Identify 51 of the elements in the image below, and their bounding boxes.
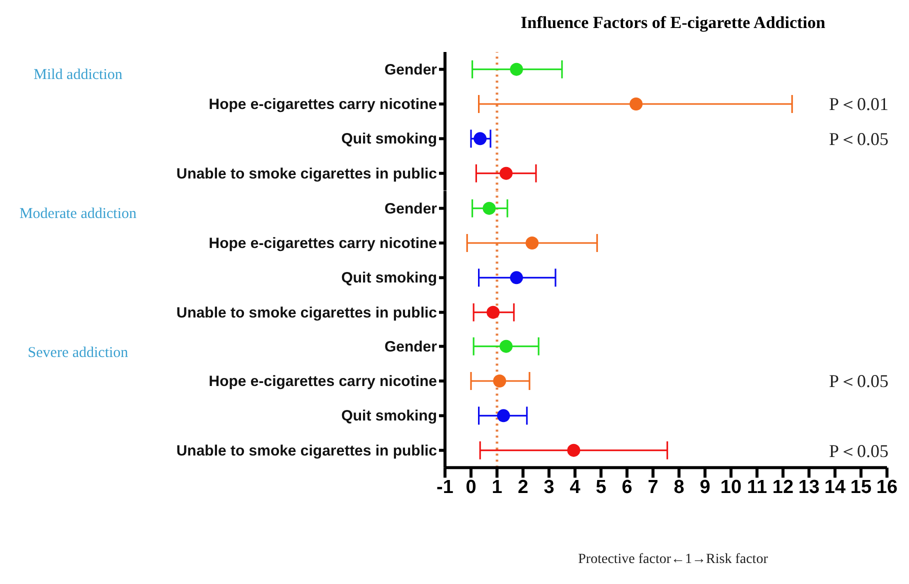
point [500, 340, 513, 354]
y-tick-label: Quit smoking [341, 269, 437, 286]
x-tick-label: 13 [798, 478, 820, 499]
chart-title: Influence Factors of E-cigarette Addiction [520, 12, 826, 34]
point [510, 62, 523, 76]
y-tick-label: Hope e-cigarettes carry nicotine [208, 96, 437, 113]
point [630, 98, 643, 110]
point [493, 374, 506, 388]
y-tick-label: Quit smoking [341, 130, 437, 148]
x-tick-label: 9 [700, 478, 710, 499]
annotation: P＜0.05 [829, 128, 889, 151]
y-axis-title: Mild addiction [32, 67, 124, 84]
y-tick-label: Hope e-cigarettes carry nicotine [208, 234, 437, 252]
x-tick-label: 7 [648, 478, 658, 499]
x-tick-label: 2 [518, 478, 528, 499]
x-tick-label: 4 [570, 478, 581, 499]
y-axis-title: Moderate addiction [18, 206, 138, 223]
x-tick-label: 10 [720, 478, 742, 499]
annotation: P＜0.05 [829, 440, 889, 463]
x-tick-label: 0 [466, 478, 476, 499]
x-tick-label: 1 [492, 478, 503, 499]
x-tick-label: 11 [746, 478, 768, 499]
point [510, 270, 523, 284]
y-axis-title: Severe addiction [26, 344, 130, 362]
y-tick-label: Gender [384, 61, 438, 78]
x-tick-label: 5 [596, 478, 607, 499]
y-tick-label: Unable to smoke cigarettes in public [176, 165, 437, 182]
point [474, 132, 487, 146]
point [497, 410, 510, 423]
x-tick-label: 3 [544, 478, 554, 499]
point [486, 306, 500, 319]
annotation: P＜0.01 [829, 93, 889, 116]
y-tick-label: Gender [384, 338, 438, 356]
x-tick-label: 8 [674, 478, 684, 499]
x-tick-label: 16 [876, 478, 898, 499]
x-tick-label: 15 [850, 478, 872, 499]
point [526, 236, 539, 250]
point [500, 166, 513, 180]
y-tick-label: Quit smoking [341, 408, 437, 426]
point [482, 202, 496, 215]
annotation: P＜0.05 [829, 370, 889, 394]
y-tick-label: Hope e-cigarettes carry nicotine [208, 373, 437, 390]
y-tick-label: Unable to smoke cigarettes in public [176, 442, 437, 460]
point [567, 444, 580, 458]
x-tick-label: 14 [824, 478, 846, 499]
x-tick-label: 12 [772, 478, 794, 499]
y-tick-label: Gender [384, 200, 438, 218]
x-tick-label: 6 [622, 478, 632, 499]
x-axis-title: Protective factor←1→Risk factor [577, 552, 769, 568]
x-tick-label: -1 [436, 478, 454, 499]
y-tick-label: Unable to smoke cigarettes in public [176, 304, 437, 322]
